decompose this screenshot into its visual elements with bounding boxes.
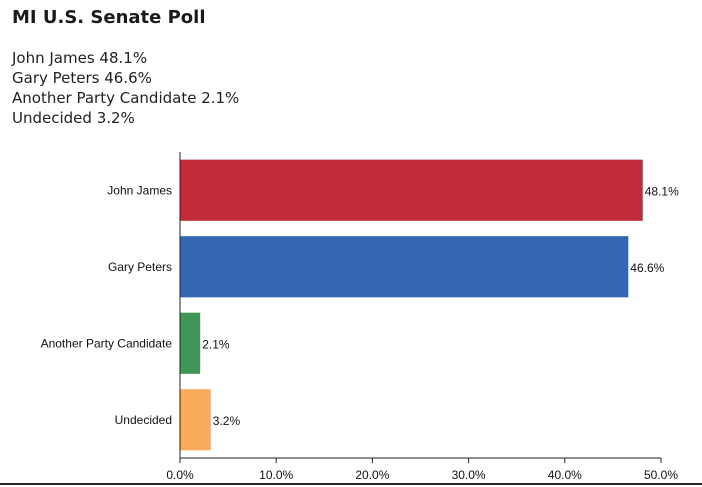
bar-gary-peters (180, 236, 629, 298)
bar-john-james (180, 159, 643, 221)
chart-title: MI U.S. Senate Poll (12, 7, 206, 28)
category-label-gary-peters: Gary Peters (108, 260, 172, 274)
value-label-gary-peters: 46.6% (630, 261, 664, 275)
summary-line-another-party: Another Party Candidate 2.1% (12, 89, 240, 107)
x-tick-label: 20.0% (355, 468, 389, 482)
category-label-undecided: Undecided (115, 413, 172, 427)
value-label-undecided: 3.2% (213, 414, 241, 428)
poll-summary: John James 48.1% Gary Peters 46.6% Anoth… (12, 48, 239, 128)
value-label-another-party-candidate: 2.1% (202, 337, 230, 351)
x-tick-label: 0.0% (166, 468, 194, 482)
bar-undecided (180, 389, 211, 451)
summary-line-john-james: John James 48.1% (12, 49, 148, 67)
x-tick-label: 30.0% (452, 468, 486, 482)
bar-another-party-candidate (180, 312, 201, 374)
x-tick-label: 40.0% (548, 468, 582, 482)
summary-line-undecided: Undecided 3.2% (12, 109, 135, 127)
category-label-john-james: John James (107, 183, 172, 197)
category-label-another-party-candidate: Another Party Candidate (41, 336, 173, 350)
summary-line-gary-peters: Gary Peters 46.6% (12, 69, 152, 87)
bottom-rule (0, 483, 702, 485)
value-label-john-james: 48.1% (645, 184, 679, 198)
x-tick-label: 10.0% (259, 468, 293, 482)
x-tick-label: 50.0% (644, 468, 678, 482)
